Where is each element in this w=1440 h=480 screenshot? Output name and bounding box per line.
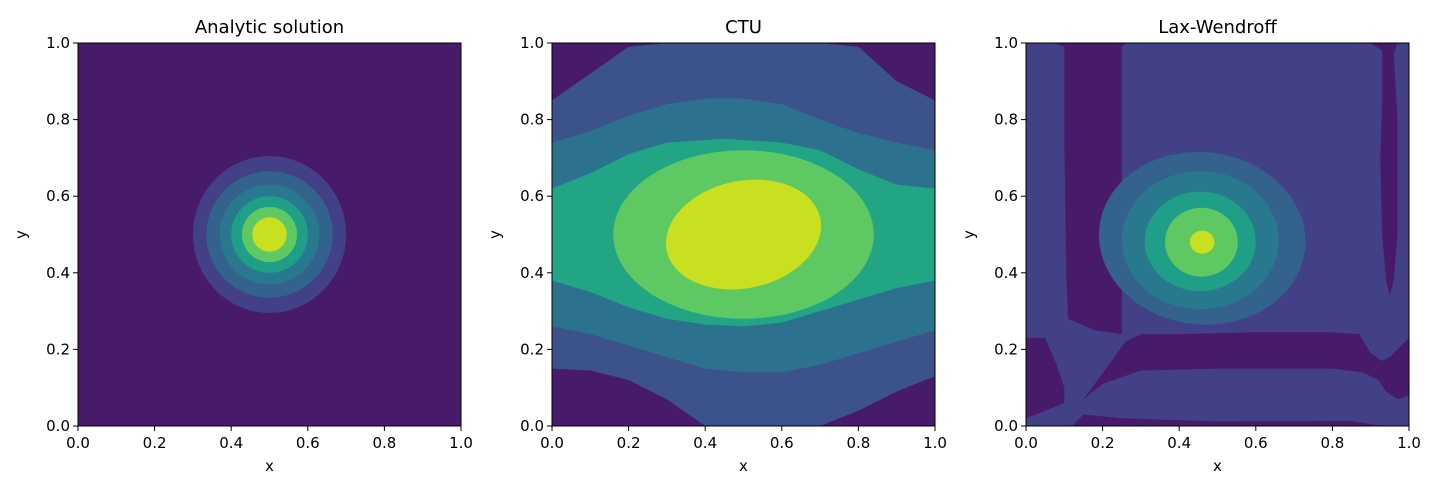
y-tick-label: 0.8	[994, 111, 1018, 129]
x-axis-label: x	[1213, 457, 1222, 475]
contour-level-5	[665, 179, 822, 290]
contour-level-4	[1370, 43, 1398, 296]
y-tick-label: 0.4	[520, 264, 544, 282]
x-tick-label: 0.6	[296, 434, 320, 452]
y-tick-label: 0.4	[46, 264, 70, 282]
x-tick-label: 0.6	[770, 434, 794, 452]
axes-frame	[551, 42, 936, 427]
contour-level-5	[1072, 414, 1409, 426]
y-tick-label: 0.2	[994, 340, 1018, 358]
x-tick-label: 0.0	[66, 434, 90, 452]
x-tick-label: 0.0	[1014, 434, 1038, 452]
y-tick-label: 0.6	[46, 187, 70, 205]
y-tick-label: 0.2	[520, 340, 544, 358]
chart-title: Analytic solution	[195, 17, 344, 38]
y-axis-label: y	[486, 230, 504, 239]
y-axis-label: y	[960, 230, 978, 239]
plot-area	[78, 43, 461, 426]
x-tick-label: 0.4	[693, 434, 717, 452]
x-tick-label: 0.8	[372, 434, 396, 452]
x-tick-label: 0.6	[1244, 434, 1268, 452]
y-tick-label: 0.8	[520, 111, 544, 129]
chart-title: Lax-Wendroff	[1158, 17, 1277, 38]
y-tick-label: 1.0	[46, 34, 70, 52]
x-axis-label: x	[265, 457, 274, 475]
x-tick-label: 1.0	[449, 434, 473, 452]
plot-area	[1026, 43, 1409, 426]
chart-panel-3: 0.0 0.2 0.4 0.6 0.8 1.0 0.0 0.2 0.4 0.6 0.8 1.0 x y La…	[960, 17, 1421, 475]
y-tick-label: 0.8	[46, 111, 70, 129]
y-tick-label: 1.0	[520, 34, 544, 52]
axes-frame	[77, 42, 462, 427]
y-tick-label: 0.0	[46, 417, 70, 435]
axes-frame	[1025, 42, 1410, 427]
y-axis-label: y	[12, 230, 30, 239]
y-tick-label: 0.2	[46, 340, 70, 358]
y-tick-label: 1.0	[994, 34, 1018, 52]
chart-title: CTU	[725, 17, 762, 38]
x-tick-label: 0.8	[1320, 434, 1344, 452]
x-tick-label: 1.0	[923, 434, 947, 452]
contour-level-10	[1189, 230, 1215, 254]
contour-level-6	[252, 217, 287, 252]
y-tick-label: 0.4	[994, 264, 1018, 282]
chart-panel-2: 0.0 0.2 0.4 0.6 0.8 1.0 0.0 0.2 0.4 0.6 0.8 1.0 x y CT…	[486, 17, 947, 475]
x-tick-label: 0.8	[846, 434, 870, 452]
x-tick-label: 0.2	[1091, 434, 1115, 452]
x-tick-label: 0.2	[617, 434, 641, 452]
y-tick-label: 0.0	[520, 417, 544, 435]
y-tick-label: 0.6	[520, 187, 544, 205]
x-axis-label: x	[739, 457, 748, 475]
chart-panel-1: 0.0 0.2 0.4 0.6 0.8 1.0 0.0 0.2 0.4 0.6 0.8 1.0 x y An…	[12, 17, 473, 475]
x-tick-label: 0.4	[219, 434, 243, 452]
x-tick-label: 0.4	[1167, 434, 1191, 452]
contour-level-2	[1026, 337, 1065, 419]
plot-area	[552, 43, 935, 426]
x-tick-label: 0.0	[540, 434, 564, 452]
contour-level-3	[1083, 332, 1409, 400]
x-tick-label: 0.2	[143, 434, 167, 452]
x-tick-label: 1.0	[1397, 434, 1421, 452]
y-tick-label: 0.6	[994, 187, 1018, 205]
y-tick-label: 0.0	[994, 417, 1018, 435]
